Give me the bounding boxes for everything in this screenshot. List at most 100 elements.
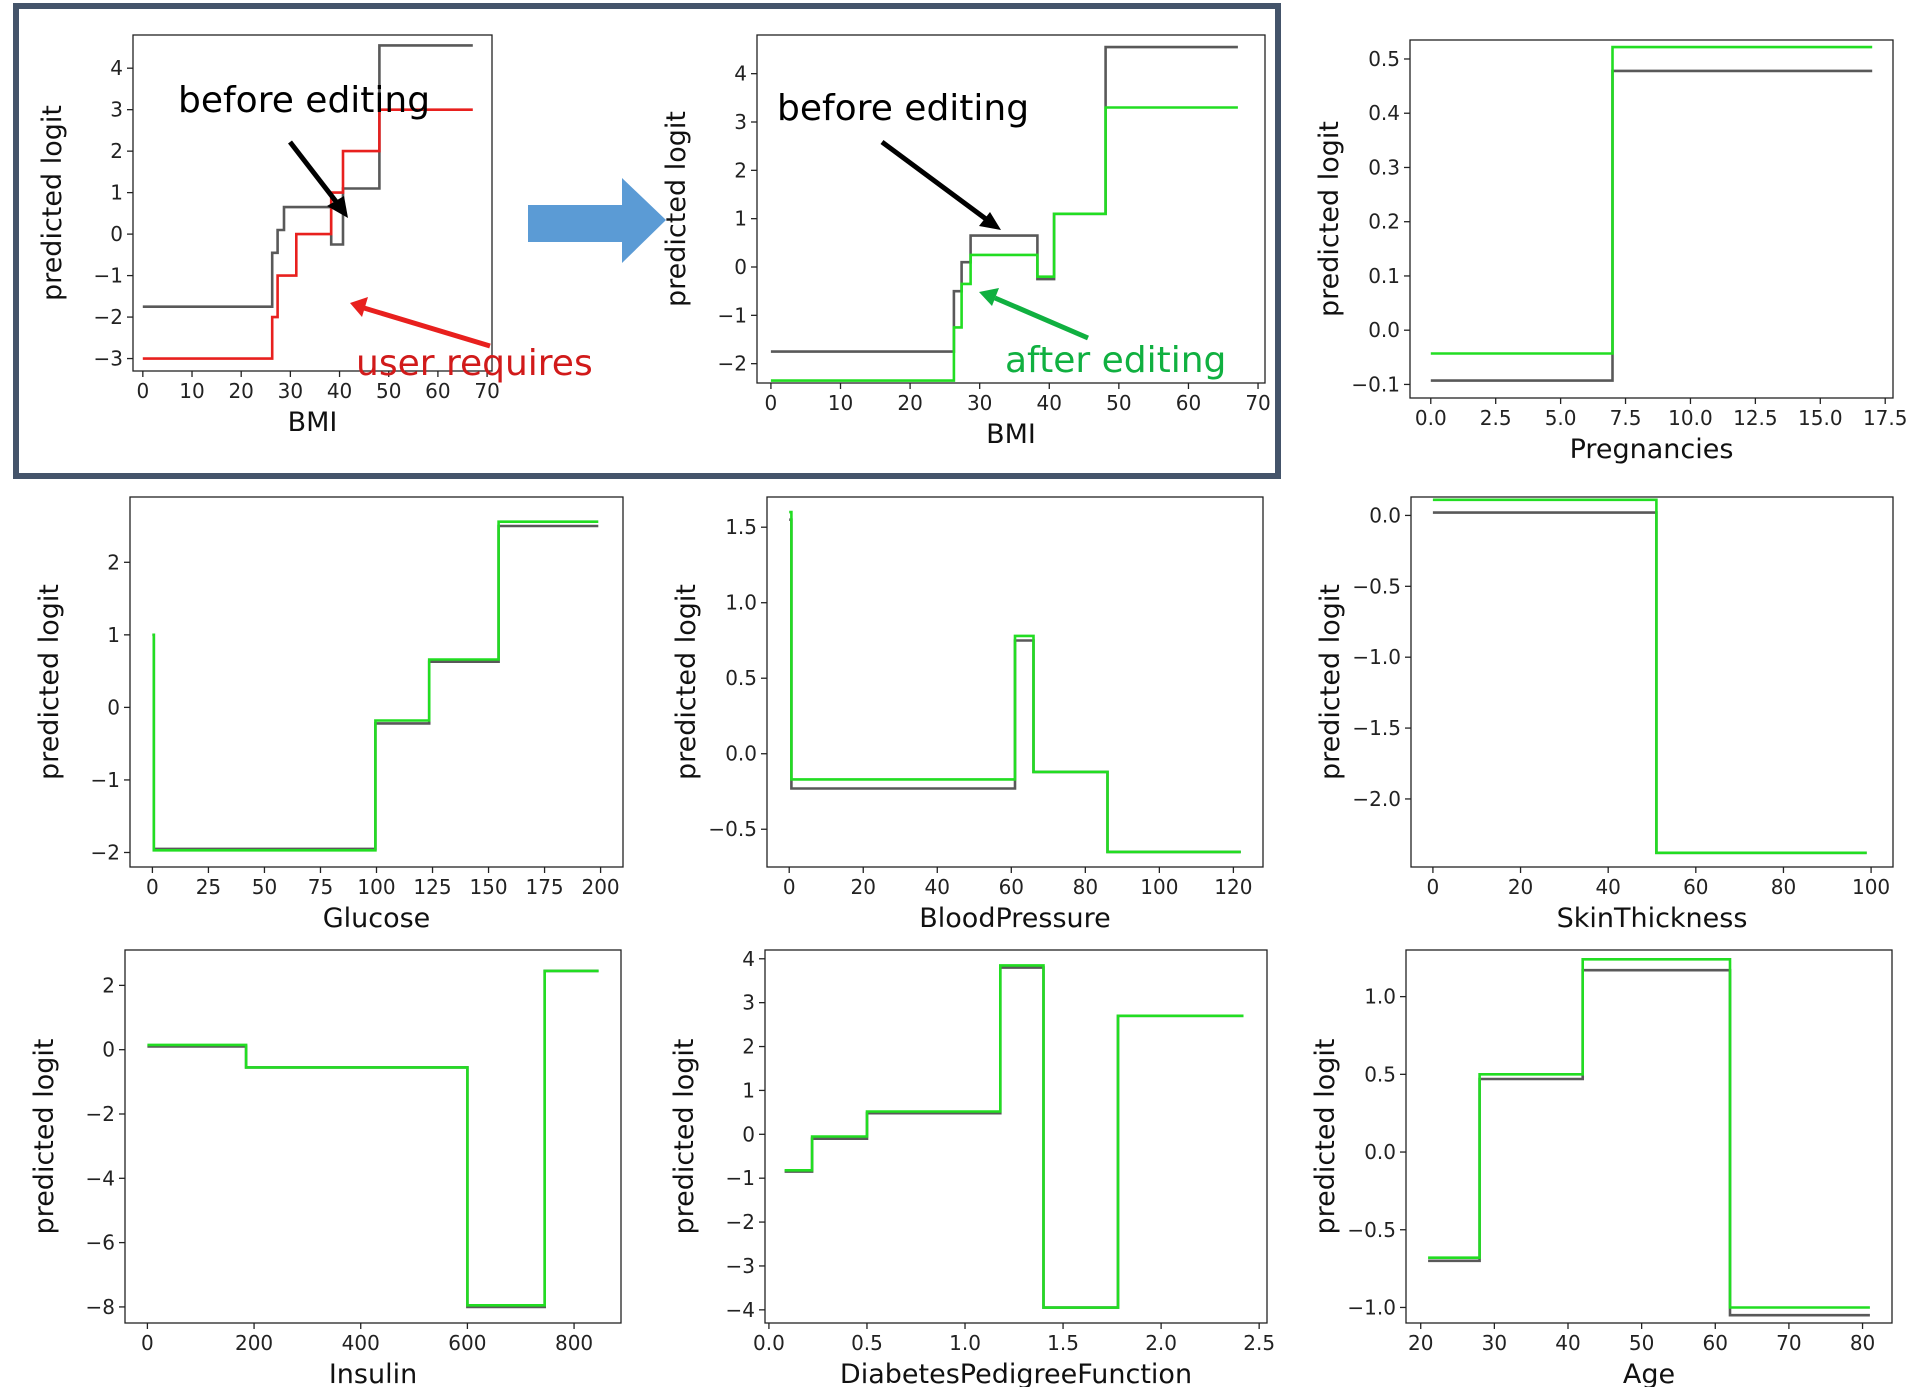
- x-tick-label: 10: [179, 379, 204, 403]
- x-tick-label: 2.0: [1145, 1331, 1177, 1355]
- y-tick-label: −1: [718, 303, 747, 327]
- x-tick-label: 30: [967, 391, 992, 415]
- x-tick-label: 70: [474, 379, 499, 403]
- y-tick-label: 3: [110, 98, 123, 122]
- x-tick-label: 0: [1427, 875, 1440, 899]
- x-tick-label: 70: [1776, 1331, 1801, 1355]
- y-tick-label: −2: [91, 840, 120, 864]
- x-tick-label: 100: [1852, 875, 1890, 899]
- y-axis-label: predicted logit: [1310, 1039, 1341, 1235]
- chart-panel-8: 0.0 0.5 1.0 1.5 2.0 2.5 −4 −3 −2 −1 0 1 2 3 4 DiabetesP…: [669, 947, 1275, 1387]
- x-tick-label: 40: [1595, 875, 1620, 899]
- x-tick-label: 100: [1140, 875, 1178, 899]
- chart-panel-1: 0 10 20 30 40 50 60 70 −3 −2 −1 0 1 2 3 4 BMI predicted l…: [37, 34, 500, 438]
- x-tick-label: 7.5: [1610, 406, 1642, 430]
- y-tick-label: 0.3: [1368, 155, 1400, 179]
- black-arrow-1: [288, 140, 343, 210]
- x-tick-label: 60: [999, 875, 1024, 899]
- series-before-line: [142, 44, 473, 308]
- x-tick-label: 17.5: [1863, 406, 1908, 430]
- highlight-frame: [13, 3, 1281, 479]
- x-tick-label: 50: [1106, 391, 1131, 415]
- x-tick-label: 175: [525, 875, 563, 899]
- y-tick-label: 0.0: [1368, 318, 1400, 342]
- x-axis-label: Age: [1623, 1359, 1675, 1387]
- y-tick-label: 1.0: [725, 591, 757, 615]
- y-axis-label: predicted logit: [669, 1039, 700, 1235]
- black-arrow-2: [880, 139, 992, 225]
- series-after-line: [1428, 958, 1870, 1309]
- plot-frame: [1409, 39, 1894, 399]
- y-tick-label: 4: [110, 56, 123, 80]
- x-tick-label: 0: [783, 875, 796, 899]
- x-tick-label: 12.5: [1733, 406, 1778, 430]
- series-before-line: [147, 969, 599, 1309]
- y-tick-label: 0: [734, 255, 747, 279]
- x-tick-label: 120: [1214, 875, 1252, 899]
- x-tick-label: 50: [1629, 1331, 1654, 1355]
- y-tick-label: 0.0: [725, 742, 757, 766]
- series-user-line: [142, 108, 473, 360]
- series-after-line: [147, 969, 599, 1307]
- x-tick-label: 60: [1176, 391, 1201, 415]
- y-tick-label: 2: [110, 139, 123, 163]
- chart-panel-7: 0 200 400 600 800 −8 −6 −4 −2 0 2 Insulin predicted …: [29, 949, 622, 1387]
- x-tick-label: 80: [1771, 875, 1796, 899]
- x-tick-label: 10: [828, 391, 853, 415]
- x-tick-label: 30: [1482, 1331, 1507, 1355]
- x-tick-label: 20: [1508, 875, 1533, 899]
- y-tick-label: 2: [742, 1035, 755, 1059]
- y-tick-label: 0.5: [725, 666, 757, 690]
- green-arrowhead: [979, 288, 999, 306]
- x-axis-label: Glucose: [323, 903, 431, 934]
- x-tick-label: 0.0: [1415, 406, 1447, 430]
- x-tick-label: 2.5: [1243, 1331, 1275, 1355]
- y-tick-label: −1.0: [1347, 1295, 1396, 1319]
- x-axis-label: Pregnancies: [1570, 434, 1734, 465]
- y-tick-label: 0: [742, 1122, 755, 1146]
- x-tick-label: 30: [278, 379, 303, 403]
- x-tick-label: 1.0: [949, 1331, 981, 1355]
- y-tick-label: −4: [726, 1298, 755, 1322]
- y-tick-label: −0.5: [1347, 1218, 1396, 1242]
- y-tick-label: −4: [86, 1166, 115, 1190]
- annotation-before-editing-2: before editing: [777, 88, 1029, 129]
- y-tick-label: −1: [94, 264, 123, 288]
- chart-panel-9: 20 30 40 50 60 70 80 −1.0 −0.5 0.0 0.5 1.0 Age predic…: [1310, 949, 1893, 1387]
- x-tick-label: 60: [1683, 875, 1708, 899]
- x-tick-label: 0.5: [851, 1331, 883, 1355]
- y-tick-label: 0.1: [1368, 264, 1400, 288]
- x-tick-label: 80: [1073, 875, 1098, 899]
- series-before-line: [1428, 968, 1870, 1317]
- x-tick-label: 0: [146, 875, 159, 899]
- black-arrowhead-1: [327, 196, 348, 218]
- y-tick-label: 0: [102, 1038, 115, 1062]
- y-tick-label: −1: [726, 1166, 755, 1190]
- x-tick-label: 0: [765, 391, 778, 415]
- big-right-arrow: [528, 178, 666, 263]
- series-after-line: [1430, 45, 1873, 355]
- x-tick-label: 50: [252, 875, 277, 899]
- x-tick-label: 0.0: [753, 1331, 785, 1355]
- series-after-line: [784, 964, 1244, 1309]
- x-tick-label: 800: [555, 1331, 593, 1355]
- plot-frame: [756, 34, 1266, 384]
- chart-panel-6: 0 20 40 60 80 100 −2.0 −1.5 −1.0 −0.5 0.0 SkinThick…: [1315, 496, 1894, 934]
- y-tick-label: 1: [107, 623, 120, 647]
- x-tick-label: 60: [425, 379, 450, 403]
- x-tick-label: 100: [357, 875, 395, 899]
- red-arrowhead: [350, 297, 368, 317]
- series-before-line: [1430, 69, 1873, 382]
- x-tick-label: 1.5: [1047, 1331, 1079, 1355]
- series-after-line: [789, 510, 1241, 854]
- x-tick-label: 15.0: [1798, 406, 1843, 430]
- x-axis-label: BloodPressure: [919, 903, 1111, 934]
- x-tick-label: 40: [1555, 1331, 1580, 1355]
- chart-panel-5: 0 20 40 60 80 100 120 −0.5 0.0 0.5 1.0 1.5 BloodPres…: [671, 496, 1264, 934]
- y-tick-label: 0.4: [1368, 101, 1400, 125]
- x-tick-label: 20: [1408, 1331, 1433, 1355]
- plot-frame: [764, 949, 1268, 1324]
- y-tick-label: −6: [86, 1231, 115, 1255]
- x-tick-label: 400: [342, 1331, 380, 1355]
